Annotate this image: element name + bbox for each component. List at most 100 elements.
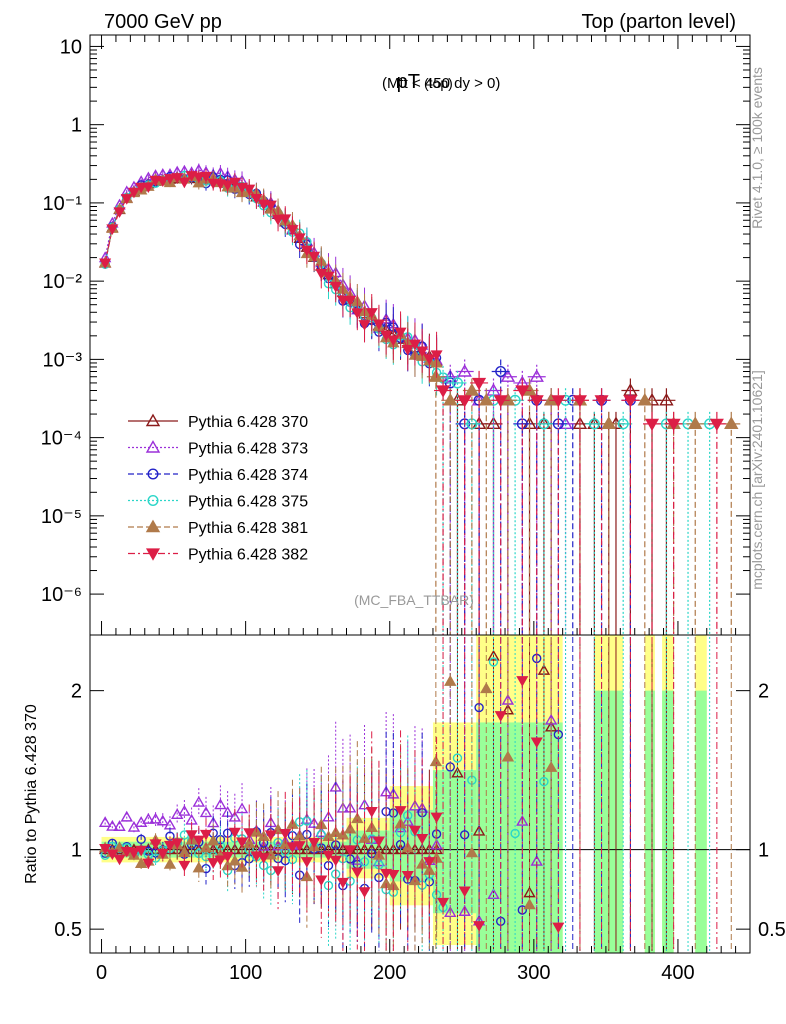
- series-5-marker: [351, 308, 364, 319]
- ratio-ticks: 0 100 200 300 400 0.5 0.5 1 1 2 2: [54, 681, 786, 984]
- ratio-band-inner: [662, 690, 674, 953]
- series-5-ratio-marker: [214, 855, 227, 867]
- series-5-ratio-marker: [106, 849, 119, 861]
- series-4-ratio-tail-marker: [444, 674, 457, 686]
- series-4-tail-marker: [428, 369, 444, 382]
- legend-swatch-marker: [145, 548, 161, 561]
- series-5-marker: [113, 207, 126, 218]
- series-5-ratio-marker: [127, 848, 140, 859]
- series-1-tail-marker: [457, 364, 472, 377]
- series-3-tail-marker: [588, 418, 600, 430]
- ratio-xtick-label: 200: [373, 962, 406, 984]
- series-5-ratio-marker: [156, 848, 169, 860]
- legend-swatch-marker: [145, 413, 161, 427]
- series-5-ratio-tail-marker: [437, 897, 450, 909]
- series-5-ratio-marker: [336, 877, 349, 889]
- series-5-ratio-marker: [257, 853, 270, 864]
- series-1-tail-marker: [529, 369, 544, 382]
- ratio-ytick-label-right: 0.5: [758, 919, 786, 941]
- energy-label: 7000 GeV pp: [104, 11, 222, 33]
- series-5-ratio-marker: [185, 830, 198, 841]
- mcplots-label: mcplots.cern.ch [arXiv:2401.10621]: [749, 370, 765, 589]
- ratio-band-inner: [476, 722, 563, 953]
- series-5-ratio: [99, 637, 718, 951]
- series-4-ratio-tail-marker: [429, 755, 443, 767]
- series-4-ratio-marker: [163, 857, 177, 869]
- series-5-ratio-marker: [149, 839, 162, 850]
- series-5-ratio-marker: [387, 869, 400, 881]
- main-ticks: 10 1 10⁻¹ 10⁻² 10⁻³ 10⁻⁴ 10⁻⁵ 10⁻⁶: [41, 35, 750, 635]
- series-1-ratio-marker: [178, 804, 191, 816]
- series-3-ratio-tail-marker: [539, 776, 549, 787]
- series-5-ratio-marker: [300, 857, 313, 868]
- ratio-ytick-label-right: 1: [758, 840, 769, 862]
- series-4-ratio-marker: [199, 841, 213, 853]
- series-4-tail-marker: [724, 416, 739, 430]
- legend-entry: Pythia 6.428 381: [128, 519, 308, 537]
- series-1-tail-marker: [500, 369, 516, 382]
- series-5-marker: [243, 184, 256, 196]
- series-5-tail-marker: [551, 395, 566, 408]
- ratio-xtick-label: 100: [229, 962, 262, 984]
- legend-entry: Pythia 6.428 375: [128, 494, 308, 511]
- main-series-group: [98, 163, 741, 635]
- main-ytick-label: 10⁻⁴: [41, 428, 82, 450]
- main-plot-frame: [89, 34, 751, 636]
- legend-swatch-marker: [147, 495, 159, 507]
- series-1-ratio-marker: [199, 806, 213, 818]
- series-4-tail-marker: [479, 392, 494, 406]
- series-5-ratio-tail-marker: [552, 922, 565, 934]
- series-4-ratio-marker: [192, 861, 206, 873]
- series-1-ratio-marker: [142, 812, 155, 824]
- series-0-ratio-tail-marker: [451, 766, 464, 778]
- legend-entry: Pythia 6.428 370: [128, 413, 308, 431]
- series-5-marker: [344, 295, 357, 307]
- ratio-ylabel: Ratio to Pythia 6.428 370: [23, 704, 40, 884]
- series-1-ratio-marker: [149, 812, 162, 824]
- series-5-ratio-tail-marker: [473, 921, 486, 932]
- series-5-tail-marker: [594, 395, 609, 408]
- analysis-watermark: (MC_FBA_TTBAR): [354, 592, 474, 608]
- series-4-tail-marker: [601, 416, 616, 430]
- series-5-tail-marker: [623, 395, 638, 408]
- series-4-ratio-marker: [207, 834, 220, 846]
- series-0-ratio-tail-marker: [487, 649, 500, 661]
- series-5-tail-marker: [493, 395, 508, 408]
- series-5-ratio-marker: [293, 841, 306, 852]
- series-5-tail-marker: [436, 385, 451, 398]
- series-3-tail-marker: [451, 377, 463, 389]
- series-5-marker: [423, 354, 436, 365]
- series-5-marker: [250, 193, 263, 205]
- main-ytick-label: 1: [71, 115, 82, 137]
- series-5-marker: [99, 258, 112, 270]
- series-5-ratio-marker: [315, 875, 328, 887]
- series-5-ratio-marker: [394, 806, 407, 817]
- main-ytick-label: 10⁻²: [43, 271, 83, 293]
- legend-label: Pythia 6.428 373: [188, 441, 308, 458]
- series-5-marker: [293, 233, 306, 244]
- ratio-xtick-label: 0: [96, 962, 107, 984]
- series-5-marker: [272, 214, 285, 226]
- series-5-ratio-marker: [272, 866, 285, 877]
- series-4-ratio-marker: [408, 874, 422, 886]
- series-2-ratio-marker: [136, 834, 146, 845]
- series-5-ratio-marker: [264, 830, 277, 841]
- process-label: Top (parton level): [581, 11, 736, 33]
- plot-title-main: pT: [397, 71, 420, 93]
- series-5-ratio-marker: [308, 838, 321, 849]
- series-5-ratio-marker: [113, 854, 126, 866]
- series-0-main: [98, 172, 676, 635]
- series-5-ratio-marker: [344, 845, 357, 856]
- series-5-ratio-marker: [423, 857, 436, 868]
- series-5-ratio-marker: [171, 838, 184, 849]
- plot-title-cut: (Mtt < 450 dy > 0): [382, 75, 500, 92]
- legend-label: Pythia 6.428 370: [188, 414, 308, 431]
- series-5-ratio-marker: [279, 829, 292, 840]
- legend-entry: Pythia 6.428 382: [128, 547, 308, 564]
- ratio-ytick-label-right: 2: [758, 681, 769, 703]
- series-5-marker: [221, 180, 234, 191]
- ratio-plot-frame: [89, 634, 751, 954]
- series-0-ratio: [98, 637, 667, 951]
- ratio-xtick-label: 400: [661, 962, 694, 984]
